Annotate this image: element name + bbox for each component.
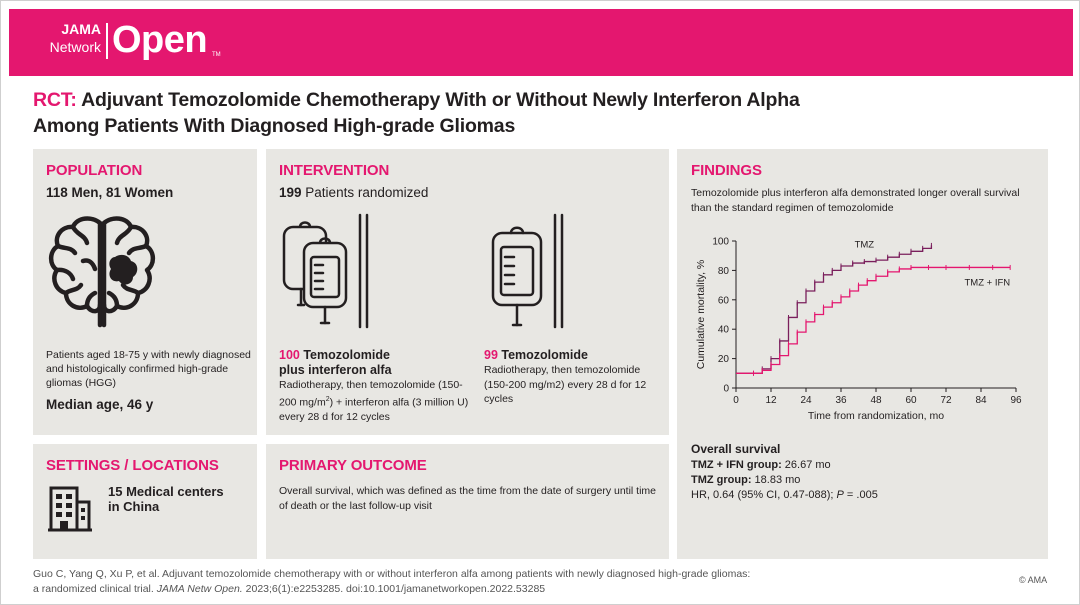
y-tick-label: 40 [718,325,730,336]
arm2-title: 99 Temozolomide [484,348,588,363]
os-tmz-value: 18.83 mo [754,474,801,486]
x-tick-label: 48 [870,395,882,406]
os-tmz-ifn: TMZ + IFN group: 26.67 mo [691,458,831,473]
arm1-description-sup: 2 [325,395,330,403]
y-tick-label: 80 [718,266,730,277]
x-tick-label: 96 [1010,395,1022,406]
arm1-description-pre: Radiotherapy, then temozolomide (150-200… [279,379,463,408]
os-tmz: TMZ group: 18.83 mo [691,473,800,488]
primary-outcome-text: Overall survival, which was defined as t… [279,485,656,512]
population-panel: POPULATION 118 Men, 81 Women Patients ag… [33,149,257,435]
arm1-description-post: ) + interferon alfa (3 million U) every … [279,396,469,423]
arm1-number: 100 [279,348,300,362]
population-description: Patients aged 18-75 y with newly diagnos… [46,349,251,389]
citation-line2-pre: a randomized clinical trial. [33,583,154,595]
brand-divider [106,23,108,59]
header-banner: JAMA Network Open TM [9,9,1073,76]
os-tmz-ifn-label: TMZ + IFN group: [691,459,782,471]
findings-summary: Temozolomide plus interferon alfa demons… [691,187,1020,214]
series-label: TMZ [855,239,875,250]
os-hr-post: = .005 [843,489,878,501]
arm1-name-line1: Temozolomide [303,348,390,362]
x-tick-label: 72 [940,395,952,406]
brand-network: Network [49,39,101,55]
citation-line1: Guo C, Yang Q, Xu P, et al. Adjuvant tem… [33,568,751,580]
randomized-text: Patients randomized [305,185,429,200]
title-prefix: RCT: [33,89,77,111]
intervention-panel: INTERVENTION 199 Patients randomized 100… [266,149,669,435]
settings-line2: in China [108,499,160,514]
x-tick-label: 60 [905,395,917,406]
two-iv-bags-icon [282,213,369,329]
os-tmz-label: TMZ group: [691,474,752,486]
findings-heading: FINDINGS [691,162,762,179]
title-line2: Among Patients With Diagnosed High-grade… [33,115,516,137]
brand-jama: JAMA [61,21,101,37]
arm1-title: 100 Temozolomide plus interferon alfa [279,348,392,378]
page-title: RCT: Adjuvant Temozolomide Chemotherapy … [33,87,933,139]
y-tick-label: 60 [718,295,730,306]
series-label: TMZ + IFN [965,277,1011,288]
x-tick-label: 12 [765,395,777,406]
os-hr-pre: HR, 0.64 (95% CI, 0.47-088); [691,489,834,501]
population-heading: POPULATION [46,162,143,179]
brand-open: Open [112,19,208,61]
x-tick-label: 24 [800,395,812,406]
population-count: 118 Men, 81 Women [46,185,174,200]
settings-panel: SETTINGS / LOCATIONS 15 Medical centers … [33,444,257,559]
settings-heading: SETTINGS / LOCATIONS [46,457,219,474]
brain-icon [48,216,156,328]
randomized-number: 199 [279,185,302,200]
os-heading: Overall survival [691,442,781,456]
title-line1: Adjuvant Temozolomide Chemotherapy With … [81,89,800,111]
x-tick-label: 0 [733,395,739,406]
population-median-age: Median age, 46 y [46,397,154,412]
copyright: © AMA [1019,575,1048,585]
citation: Guo C, Yang Q, Xu P, et al. Adjuvant tem… [33,567,933,597]
y-tick-label: 100 [712,237,729,248]
settings-text: 15 Medical centers in China [108,484,224,514]
primary-outcome-panel: PRIMARY OUTCOME Overall survival, which … [266,444,669,559]
brand-trademark: TM [212,52,221,58]
os-hazard-ratio: HR, 0.64 (95% CI, 0.47-088); P = .005 [691,488,878,503]
survival-chart: 0 20 40 60 80 100 0 12 24 36 48 60 72 84 96 Time from r… [695,237,1022,423]
arm2-description: Radiotherapy, then temozolomide (150-200… [484,364,647,405]
iv-bag-icon [491,213,564,329]
series-line-tmz [736,245,933,374]
arm2-name: Temozolomide [501,348,588,362]
os-hr-p: P [836,489,844,501]
building-icon [48,486,92,532]
citation-journal: JAMA Netw Open. [156,583,243,595]
series-line-tmz-ifn [736,266,1011,374]
findings-panel: FINDINGS Temozolomide plus interferon al… [677,149,1048,559]
arm2-number: 99 [484,348,498,362]
primary-outcome-heading: PRIMARY OUTCOME [279,457,427,474]
y-tick-label: 0 [723,384,729,395]
arm1-name-line2: plus interferon alfa [279,363,392,377]
intervention-randomized: 199 Patients randomized [279,185,428,200]
os-tmz-ifn-value: 26.67 mo [784,459,831,471]
x-tick-label: 36 [835,395,847,406]
x-axis-label: Time from randomization, mo [808,410,944,422]
citation-line2-post: 2023;6(1):e2253285. doi:10.1001/jamanetw… [245,583,546,595]
y-axis-label: Cumulative mortality, % [695,260,707,370]
settings-line1: 15 Medical centers [108,484,224,499]
intervention-heading: INTERVENTION [279,162,390,179]
y-tick-label: 20 [718,354,730,365]
arm1-description: Radiotherapy, then temozolomide (150-200… [279,378,469,424]
x-tick-label: 84 [975,395,987,406]
